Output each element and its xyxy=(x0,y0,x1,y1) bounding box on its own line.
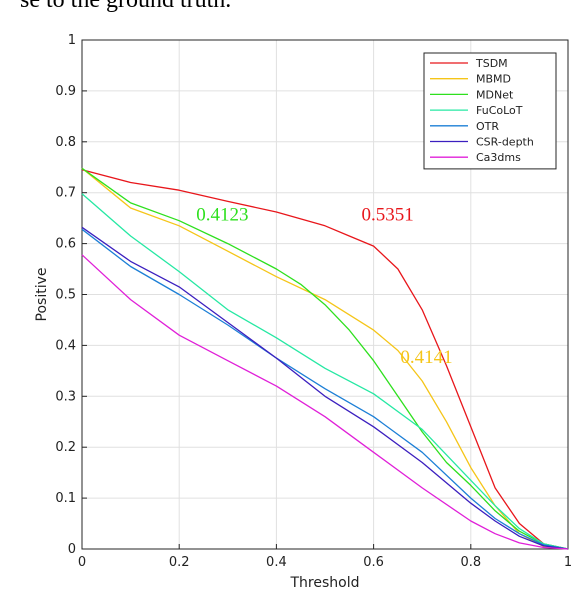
series-line-ca3dms xyxy=(81,254,569,550)
series-line-csr-depth xyxy=(81,226,569,550)
y-tick-label: 0.3 xyxy=(55,389,76,404)
legend-label: TSDM xyxy=(475,57,508,70)
y-tick-label: 1 xyxy=(68,33,76,48)
caption-fragment: se to the ground truth. xyxy=(20,0,232,13)
y-tick-label: 0 xyxy=(68,542,76,557)
legend: TSDM MBMD MDNet FuCoLoT OTR CSR-depth Ca3dms xyxy=(423,52,557,170)
y-axis-label: Positive xyxy=(34,268,50,322)
annotation-value: 0.5351 xyxy=(361,205,413,226)
annotation-value: 0.4141 xyxy=(400,347,452,368)
x-tick-label: 1 xyxy=(564,555,572,570)
y-tick-label: 0.7 xyxy=(55,186,76,201)
series-lines xyxy=(81,167,569,550)
y-axis-ticks: 0 0.1 0.2 0.3 0.4 0.5 0.6 0.7 0.8 0.9 1 xyxy=(55,33,87,557)
y-tick-label: 0.4 xyxy=(55,338,76,353)
x-axis-label: Threshold xyxy=(290,575,360,590)
y-tick-label: 0.5 xyxy=(55,288,76,303)
y-tick-label: 0.1 xyxy=(55,491,76,506)
x-tick-label: 0 xyxy=(78,555,86,570)
x-tick-label: 0.2 xyxy=(169,555,190,570)
series-line-fucolot xyxy=(81,193,569,550)
x-tick-label: 0.8 xyxy=(460,555,481,570)
legend-label: CSR-depth xyxy=(476,136,534,149)
legend-label: OTR xyxy=(476,120,499,133)
legend-label: FuCoLoT xyxy=(476,104,523,117)
legend-box xyxy=(423,52,557,170)
legend-label: Ca3dms xyxy=(476,151,521,164)
legend-label: MDNet xyxy=(476,88,514,101)
annotation-value: 0.4123 xyxy=(196,205,248,226)
y-tick-label: 0.6 xyxy=(55,237,76,252)
x-tick-label: 0.4 xyxy=(266,555,287,570)
y-tick-label: 0.9 xyxy=(55,84,76,99)
y-tick-label: 0.8 xyxy=(55,135,76,150)
series-line-tsdm xyxy=(81,169,569,550)
annotations: 0.4123 0.5351 0.4141 xyxy=(196,205,452,369)
legend-label: MBMD xyxy=(476,73,511,86)
x-axis-ticks: 0 0.2 0.4 0.6 0.8 1 xyxy=(78,544,572,570)
y-tick-label: 0.2 xyxy=(55,440,76,455)
x-tick-label: 0.6 xyxy=(363,555,384,570)
series-line-otr xyxy=(81,228,569,550)
series-line-mdnet xyxy=(81,167,569,550)
